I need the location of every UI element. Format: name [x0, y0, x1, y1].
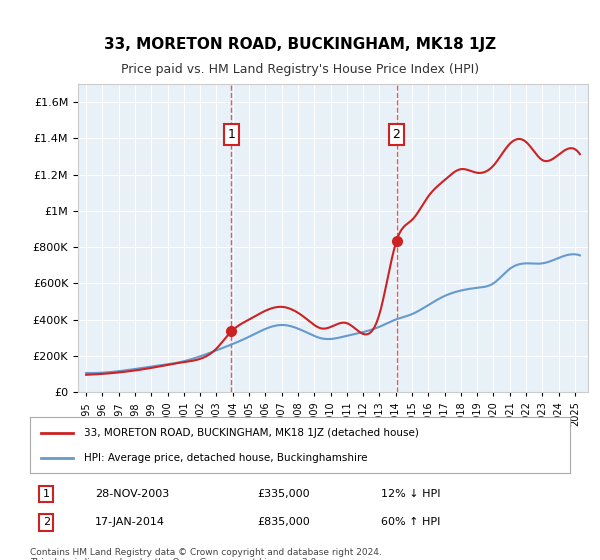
Text: 33, MORETON ROAD, BUCKINGHAM, MK18 1JZ (detached house): 33, MORETON ROAD, BUCKINGHAM, MK18 1JZ (… [84, 428, 419, 438]
Text: 12% ↓ HPI: 12% ↓ HPI [381, 489, 440, 499]
Text: Price paid vs. HM Land Registry's House Price Index (HPI): Price paid vs. HM Land Registry's House … [121, 63, 479, 77]
Text: 17-JAN-2014: 17-JAN-2014 [95, 517, 165, 528]
Text: Contains HM Land Registry data © Crown copyright and database right 2024.
This d: Contains HM Land Registry data © Crown c… [30, 548, 382, 560]
Text: 28-NOV-2003: 28-NOV-2003 [95, 489, 169, 499]
Text: 2: 2 [43, 517, 50, 528]
Text: HPI: Average price, detached house, Buckinghamshire: HPI: Average price, detached house, Buck… [84, 452, 367, 463]
Text: 2: 2 [392, 128, 400, 141]
Text: 1: 1 [227, 128, 235, 141]
Text: £835,000: £835,000 [257, 517, 310, 528]
Text: 60% ↑ HPI: 60% ↑ HPI [381, 517, 440, 528]
Text: 33, MORETON ROAD, BUCKINGHAM, MK18 1JZ: 33, MORETON ROAD, BUCKINGHAM, MK18 1JZ [104, 38, 496, 52]
Text: 1: 1 [43, 489, 50, 499]
Text: £335,000: £335,000 [257, 489, 310, 499]
